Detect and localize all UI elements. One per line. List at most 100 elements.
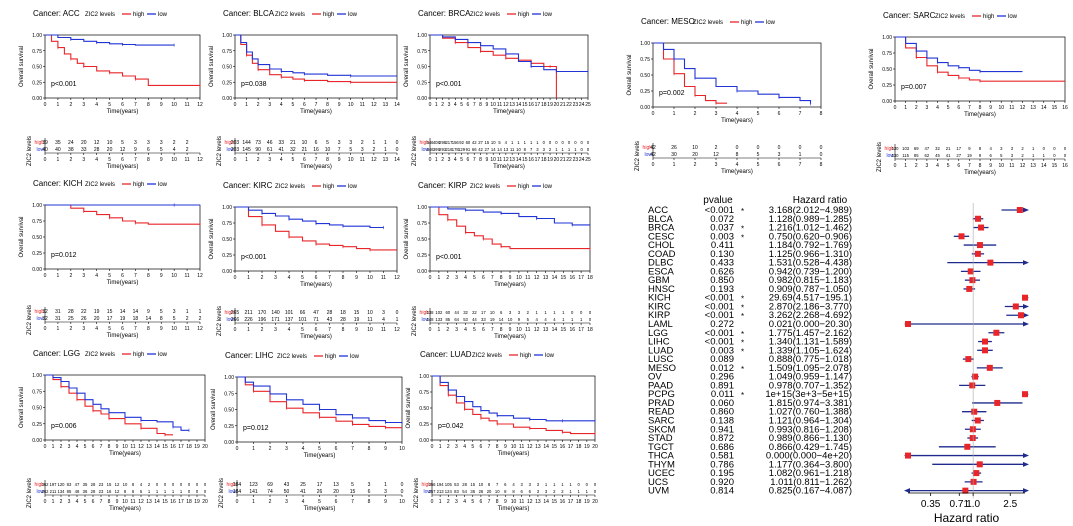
forest-point xyxy=(971,408,978,415)
risk-tick-label: 0 xyxy=(431,499,434,505)
risk-count-high: 53 xyxy=(454,482,459,487)
forest-hr-text: 0.888(0.775−1.018) xyxy=(769,354,852,365)
x-tick-label: 6 xyxy=(315,275,318,281)
x-tick-label: 9 xyxy=(485,102,488,108)
forest-hr-text: 1.815(0.974−3.381) xyxy=(769,398,852,409)
risk-count-low: 3 xyxy=(1011,153,1014,158)
y-tick-label: 0.75 xyxy=(417,221,427,227)
forest-cancer-label: LUAD xyxy=(648,345,673,356)
forest-ci-arrow xyxy=(1023,461,1029,467)
risk-count-high: 19 xyxy=(94,309,100,315)
risk-count-low: 3 xyxy=(543,147,546,152)
risk-count-low: 17 xyxy=(107,316,113,322)
y-tick-label: 0.00 xyxy=(419,438,429,444)
forest-point xyxy=(905,321,911,328)
forest-hr-text: 1.184(0.792−1.769) xyxy=(769,240,852,251)
risk-tick-label: 1 xyxy=(439,499,442,505)
risk-count-low: 19 xyxy=(120,316,126,322)
risk-count-high: 42 xyxy=(650,145,656,151)
risk-count-high: 1 xyxy=(517,140,520,145)
risk-count-low: 66 xyxy=(472,147,477,152)
km-curve-low xyxy=(653,42,812,104)
risk-count-low: 21 xyxy=(302,147,308,153)
forest-point xyxy=(973,470,980,477)
x-tick-label: 6 xyxy=(480,444,483,450)
risk-count-low: 20 xyxy=(94,316,100,322)
x-tick-label: 11 xyxy=(381,275,386,281)
risk-tick-label: 4 xyxy=(288,327,291,333)
risk-count-low: 115 xyxy=(902,153,909,158)
risk-tick-label: 11 xyxy=(381,327,386,333)
risk-count-high: 32 xyxy=(42,309,48,315)
y-tick-label: 0.75 xyxy=(224,391,234,397)
forest-point xyxy=(1022,294,1028,301)
risk-count-low: 20 xyxy=(107,147,113,153)
risk-count-low: 2 xyxy=(199,316,202,322)
km-curve-high xyxy=(45,34,200,86)
risk-tick-label: 8 xyxy=(496,499,499,505)
risk-count-low: 7 xyxy=(338,147,341,153)
km-legend-title: ZIC2 levels xyxy=(85,352,115,358)
risk-count-low: 14 xyxy=(497,147,502,152)
risk-count-high: 0 xyxy=(172,482,175,487)
y-tick-label: 0.25 xyxy=(224,424,234,430)
y-tick-label: 0.25 xyxy=(32,422,42,428)
risk-count-high: 47 xyxy=(925,146,930,151)
forest-cancer-label: PAAD xyxy=(648,380,673,391)
risk-count-low: 1 xyxy=(799,152,802,158)
risk-count-low: 36 xyxy=(83,489,88,494)
risk-count-high: 0 xyxy=(396,140,399,146)
forest-hr-text: 29.69(4.517−195.1) xyxy=(769,293,852,304)
risk-count-low: 6 xyxy=(529,489,532,494)
risk-tick-label: 2 xyxy=(446,327,449,333)
risk-tick-label: 0 xyxy=(429,327,432,333)
risk-tick-label: 20 xyxy=(554,157,560,163)
risk-tick-label: 6 xyxy=(957,163,960,169)
risk-count-low: 20 xyxy=(333,489,339,495)
risk-label-low: low xyxy=(36,147,44,153)
x-tick-label: 7 xyxy=(488,444,491,450)
forest-star: * xyxy=(741,339,744,348)
risk-tick-label: 7 xyxy=(488,499,491,505)
risk-count-high: 15 xyxy=(107,309,113,315)
risk-count-high: 3 xyxy=(518,310,521,315)
risk-count-low: 16 xyxy=(313,147,319,153)
y-tick-label: 0.50 xyxy=(419,406,429,412)
risk-tick-label: 7 xyxy=(328,327,331,333)
forest-cancer-label: ACC xyxy=(648,205,668,216)
risk-count-high: 12 xyxy=(94,140,100,146)
x-tick-label: 18 xyxy=(541,102,547,108)
x-tick-label: 4 xyxy=(736,111,739,117)
km-title: Cancer: LGG xyxy=(33,349,80,358)
risk-tick-label: 7 xyxy=(473,157,476,163)
km-ylabel: Overall survival xyxy=(211,389,217,430)
forest-hr-text: 1.082(0.961−1.218) xyxy=(769,468,852,479)
risk-tick-label: 6 xyxy=(482,327,485,333)
km-pvalue: p<0.001 xyxy=(241,254,267,261)
risk-count-high: 3 xyxy=(349,140,352,146)
risk-count-high: 123 xyxy=(249,482,258,488)
risk-count-low: 33 xyxy=(81,147,87,153)
risk-tick-label: 3 xyxy=(455,499,458,505)
risk-tick-label: 4 xyxy=(280,157,283,163)
y-tick-label: 1.00 xyxy=(32,373,42,379)
x-tick-label: 10 xyxy=(367,275,373,281)
forest-cancer-label: READ xyxy=(648,407,675,418)
risk-tick-label: 9 xyxy=(116,499,119,505)
x-tick-label: 7 xyxy=(491,275,494,281)
x-tick-label: 17 xyxy=(178,444,184,450)
y-tick-label: 1.00 xyxy=(222,33,232,39)
risk-xlabel: Time(years) xyxy=(494,334,526,340)
risk-count-high: 21 xyxy=(946,146,951,151)
forest-pvalue: 0.433 xyxy=(710,258,734,269)
x-tick-label: 14 xyxy=(516,102,522,108)
risk-count-low: 41 xyxy=(946,153,951,158)
forest-cancer-label: UCS xyxy=(648,477,668,488)
risk-count-high: 0 xyxy=(1064,146,1067,151)
x-tick-label: 5 xyxy=(473,275,476,281)
risk-count-high: 10 xyxy=(367,310,373,316)
risk-count-high: 42 xyxy=(472,140,477,145)
x-tick-label: 2 xyxy=(69,102,72,108)
x-tick-label: 3 xyxy=(455,444,458,450)
